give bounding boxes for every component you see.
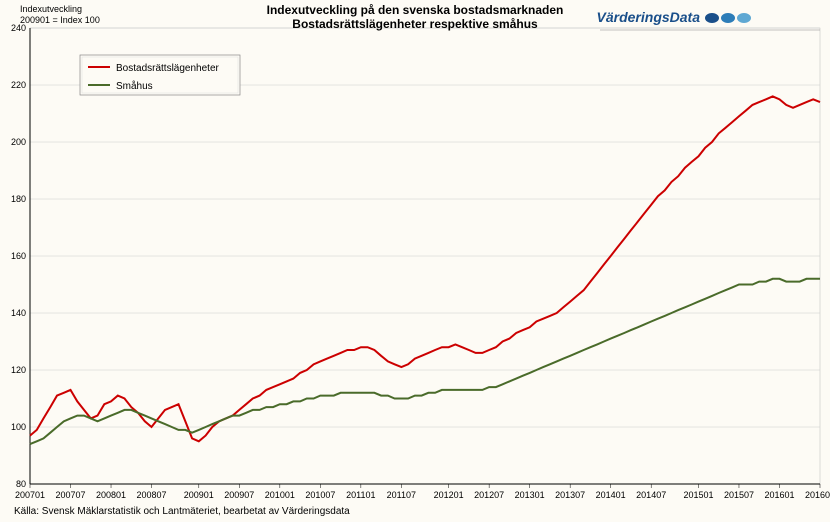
y-tick-label: 220 — [11, 80, 26, 90]
legend-label: Bostadsrättslägenheter — [116, 63, 220, 74]
y-tick-label: 120 — [11, 365, 26, 375]
x-tick-label: 201207 — [474, 490, 504, 500]
x-tick-label: 201101 — [346, 490, 375, 500]
x-tick-label: 201507 — [724, 490, 754, 500]
chart-container: 8010012014016018020022024020070120070720… — [0, 0, 830, 522]
x-tick-label: 200707 — [55, 490, 85, 500]
x-tick-label: 201407 — [636, 490, 666, 500]
x-tick-label: 201201 — [434, 490, 464, 500]
y-tick-label: 200 — [11, 137, 26, 147]
brand-dot — [721, 13, 735, 23]
x-tick-label: 201107 — [387, 490, 416, 500]
x-tick-label: 201001 — [265, 490, 295, 500]
legend-label: Småhus — [116, 80, 153, 92]
x-tick-label: 200907 — [224, 490, 254, 500]
y-axis-label-line2: 200901 = Index 100 — [20, 15, 100, 25]
x-tick-label: 200901 — [184, 490, 214, 500]
x-tick-label: 201307 — [555, 490, 585, 500]
x-tick-label: 201401 — [596, 490, 626, 500]
y-tick-label: 180 — [11, 194, 26, 204]
x-tick-label: 200701 — [15, 490, 45, 500]
x-tick-label: 200807 — [137, 490, 167, 500]
x-tick-label: 201607 — [805, 490, 830, 500]
x-tick-label: 201007 — [305, 490, 335, 500]
x-tick-label: 201601 — [764, 490, 794, 500]
y-tick-label: 80 — [16, 479, 26, 489]
chart-svg: 8010012014016018020022024020070120070720… — [0, 0, 830, 522]
brand-dot — [705, 13, 719, 23]
x-tick-label: 201301 — [515, 490, 545, 500]
brand-dot — [737, 13, 751, 23]
chart-title-line2: Bostadsrättslägenheter respektive småhus — [292, 17, 538, 31]
source-text: Källa: Svensk Mäklarstatistik och Lantmä… — [14, 506, 350, 517]
y-tick-label: 100 — [11, 422, 26, 432]
legend-box — [80, 55, 240, 95]
y-axis-label-line1: Indexutveckling — [20, 4, 82, 14]
x-tick-label: 200801 — [96, 490, 126, 500]
brand-name: VärderingsData — [597, 9, 701, 25]
y-tick-label: 160 — [11, 251, 26, 261]
chart-title-line1: Indexutveckling på den svenska bostadsma… — [267, 3, 564, 17]
x-tick-label: 201501 — [683, 490, 713, 500]
y-tick-label: 140 — [11, 308, 26, 318]
